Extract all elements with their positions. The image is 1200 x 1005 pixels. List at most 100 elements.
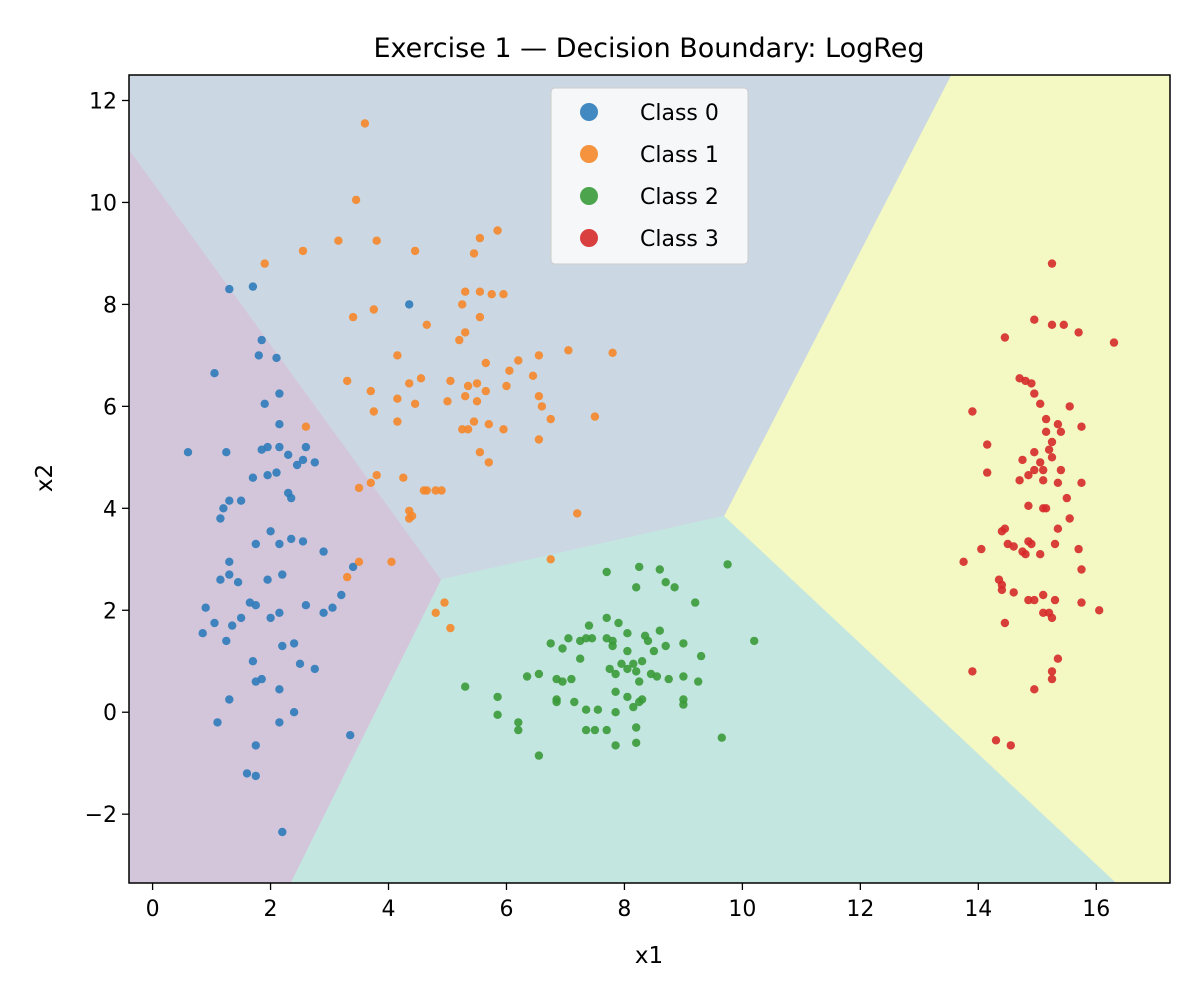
- legend-marker-class-0: [580, 103, 598, 121]
- y-axis-label: x2: [32, 464, 58, 492]
- data-point-class-0: [248, 657, 258, 666]
- data-point-class-0: [225, 557, 234, 566]
- data-point-class-0: [213, 718, 222, 727]
- data-point-class-0: [319, 547, 328, 556]
- data-point-class-3: [983, 468, 992, 477]
- data-point-class-0: [251, 771, 260, 781]
- data-point-class-0: [260, 399, 269, 408]
- data-point-class-2: [632, 667, 641, 676]
- data-point-class-1: [405, 379, 414, 388]
- legend-marker-class-2: [580, 187, 598, 205]
- data-point-class-3: [1030, 595, 1039, 605]
- data-point-class-1: [461, 328, 470, 337]
- data-point-class-2: [649, 646, 659, 656]
- data-point-class-1: [351, 195, 361, 205]
- data-point-class-2: [514, 725, 523, 735]
- data-point-class-0: [198, 629, 207, 638]
- data-point-class-2: [717, 733, 726, 742]
- data-point-class-2: [670, 583, 679, 592]
- data-point-class-2: [635, 562, 644, 572]
- data-point-class-2: [679, 639, 688, 648]
- data-point-class-3: [1039, 590, 1048, 600]
- data-point-class-2: [602, 613, 611, 623]
- data-point-class-1: [301, 422, 311, 431]
- data-point-class-1: [546, 555, 555, 564]
- data-point-class-3: [1077, 478, 1086, 487]
- data-point-class-2: [679, 672, 688, 681]
- data-point-class-2: [655, 565, 664, 574]
- data-point-class-3: [1006, 741, 1015, 750]
- data-point-class-1: [493, 226, 502, 235]
- data-point-class-1: [458, 425, 467, 434]
- data-point-class-0: [275, 718, 284, 727]
- data-point-class-3: [1036, 458, 1045, 467]
- data-point-class-0: [287, 493, 296, 503]
- data-point-class-0: [183, 448, 193, 457]
- data-point-class-0: [298, 537, 308, 546]
- data-point-class-1: [437, 486, 446, 495]
- data-point-class-2: [581, 705, 591, 714]
- data-point-class-1: [455, 335, 464, 345]
- data-point-class-3: [1009, 542, 1018, 551]
- data-point-class-0: [222, 448, 231, 457]
- data-point-class-2: [461, 682, 470, 691]
- data-point-class-3: [1047, 453, 1057, 462]
- data-point-class-3: [1030, 389, 1039, 398]
- data-point-class-1: [534, 435, 544, 444]
- data-point-class-1: [422, 320, 431, 329]
- data-point-class-2: [558, 644, 567, 653]
- data-point-class-0: [278, 641, 287, 651]
- data-point-class-0: [225, 284, 234, 294]
- data-point-class-2: [679, 700, 688, 709]
- data-point-class-0: [251, 539, 260, 549]
- data-point-class-0: [292, 460, 302, 470]
- data-point-class-2: [694, 677, 703, 686]
- data-point-class-0: [275, 442, 284, 452]
- data-point-class-2: [552, 697, 561, 707]
- data-point-class-1: [475, 287, 485, 296]
- data-point-class-0: [272, 353, 281, 363]
- data-point-class-3: [1030, 465, 1039, 475]
- data-point-class-2: [661, 578, 670, 587]
- data-point-class-0: [228, 621, 237, 630]
- data-point-class-3: [1047, 667, 1057, 676]
- data-point-class-0: [219, 504, 228, 513]
- data-point-class-0: [263, 575, 272, 584]
- data-point-class-1: [481, 358, 490, 368]
- legend-label-class-0: Class 0: [640, 101, 719, 126]
- y-tick-label: 10: [89, 191, 117, 216]
- data-point-class-1: [393, 351, 402, 360]
- data-point-class-2: [576, 654, 585, 663]
- legend-marker-class-1: [580, 145, 598, 163]
- data-point-class-3: [1056, 427, 1066, 436]
- data-point-class-1: [431, 608, 440, 617]
- data-point-class-1: [393, 417, 402, 426]
- data-point-class-2: [584, 621, 594, 630]
- data-point-class-1: [534, 392, 544, 401]
- data-point-class-1: [487, 290, 496, 299]
- data-point-class-0: [210, 369, 219, 378]
- data-point-class-3: [1036, 399, 1045, 408]
- data-point-class-1: [475, 448, 485, 457]
- data-point-class-0: [254, 351, 263, 360]
- data-point-class-1: [546, 414, 555, 424]
- data-point-class-3: [1027, 539, 1036, 549]
- data-point-class-3: [1077, 598, 1086, 607]
- data-point-class-0: [346, 731, 355, 740]
- data-point-class-0: [236, 613, 246, 623]
- data-point-class-1: [514, 356, 523, 365]
- data-point-class-1: [564, 346, 573, 355]
- data-point-class-0: [348, 562, 358, 572]
- y-tick-label: 0: [103, 701, 117, 726]
- data-point-class-3: [1024, 501, 1033, 510]
- data-point-class-3: [1041, 504, 1051, 513]
- data-point-class-3: [991, 736, 1001, 745]
- data-point-class-3: [1041, 427, 1051, 436]
- x-tick-label: 8: [617, 897, 631, 922]
- data-point-class-1: [461, 287, 470, 296]
- data-point-class-3: [1050, 595, 1060, 605]
- data-point-class-1: [431, 486, 440, 495]
- data-point-class-2: [534, 751, 544, 760]
- data-point-class-2: [623, 664, 632, 674]
